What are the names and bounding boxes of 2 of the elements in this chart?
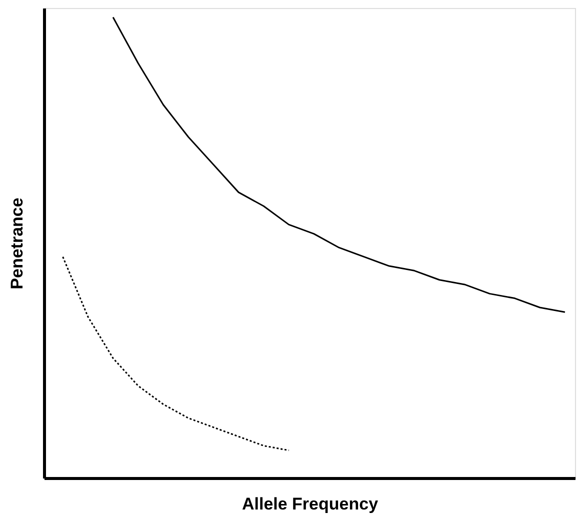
y-axis-title: Penetrance xyxy=(8,198,26,290)
x-axis-title: Allele Frequency xyxy=(242,494,379,514)
